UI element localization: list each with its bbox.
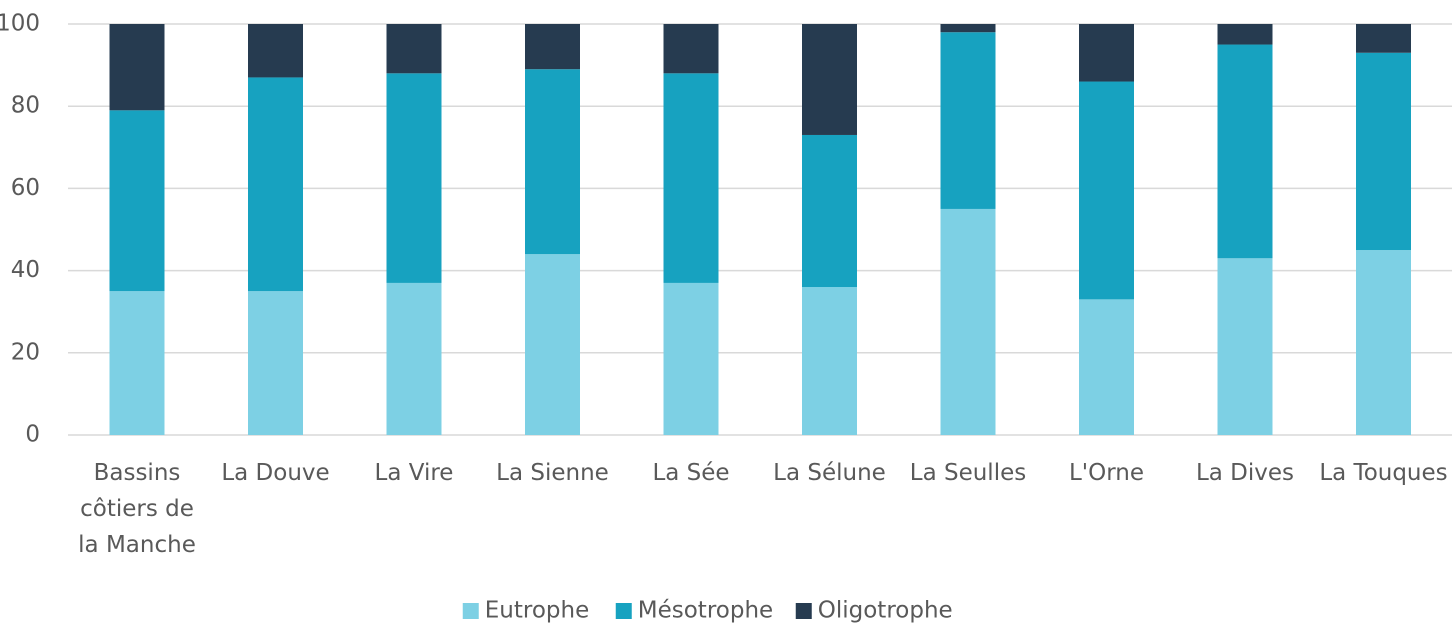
- x-tick-label: La Dives: [1195, 460, 1295, 486]
- bar-segment: [940, 208, 996, 435]
- x-tick-label: La Seulles: [909, 460, 1027, 486]
- bar-segment: [1079, 81, 1134, 300]
- bar-segment: [802, 287, 857, 435]
- bar-segment: [1217, 24, 1273, 45]
- bar-segment: [248, 291, 303, 435]
- bar-segment: [940, 24, 996, 33]
- bar-segment: [525, 24, 580, 70]
- y-tick-label: 20: [11, 339, 40, 365]
- bar-segment: [386, 24, 442, 74]
- x-tick-label: La Sienne: [496, 460, 609, 486]
- bar-segment: [1356, 24, 1411, 53]
- bar-segment: [663, 73, 719, 283]
- x-tick-label: L'Orne: [1068, 460, 1145, 486]
- x-tick-label: La Vire: [374, 460, 454, 486]
- bar-segment: [525, 69, 580, 255]
- x-tick-label: La Douve: [221, 460, 330, 486]
- bar-segment: [1217, 44, 1273, 259]
- bar-segment: [802, 24, 857, 135]
- bar-segment: [663, 282, 719, 435]
- bar-segment: [248, 24, 303, 78]
- x-tick-label: La Sélune: [773, 460, 886, 486]
- y-tick-label: 40: [11, 257, 40, 283]
- bar-segment: [1079, 299, 1134, 435]
- bar-segment: [940, 32, 996, 209]
- bar-segment: [248, 77, 303, 292]
- bar-segment: [663, 24, 719, 74]
- y-tick-label: 0: [25, 422, 40, 448]
- bar-segment: [1356, 250, 1411, 435]
- legend-swatch: [462, 603, 479, 619]
- legend-label: Mésotrophe: [638, 598, 773, 624]
- bar-segment: [1356, 52, 1411, 251]
- legend-label: Oligotrophe: [818, 598, 953, 624]
- bar-segment: [1079, 24, 1134, 82]
- x-tick-label: La Sée: [652, 460, 730, 486]
- bar-segment: [109, 24, 165, 111]
- bar-segment: [386, 73, 442, 283]
- legend-swatch: [615, 603, 632, 619]
- x-tick-label: Bassins côtiers de la Manche: [78, 460, 196, 558]
- bar-segment: [109, 291, 165, 435]
- legend-label: Eutrophe: [485, 598, 589, 624]
- bar-segment: [525, 254, 580, 435]
- bar-segment: [802, 134, 857, 288]
- y-tick-label: 60: [11, 175, 40, 201]
- bar-segment: [109, 110, 165, 292]
- y-tick-label: 100: [0, 11, 40, 37]
- x-tick-label: La Touques: [1319, 460, 1448, 486]
- legend-swatch: [795, 603, 812, 619]
- bar-segment: [1217, 258, 1273, 435]
- bar-segment: [386, 282, 442, 435]
- y-tick-label: 80: [11, 93, 40, 119]
